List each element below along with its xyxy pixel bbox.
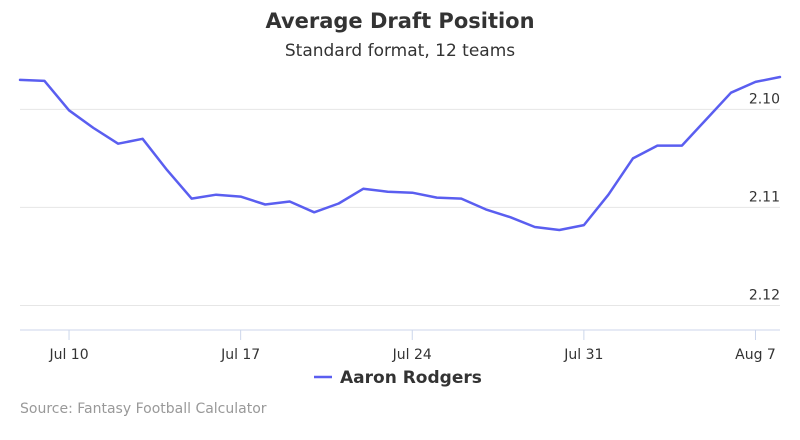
x-tick-label: Jul 31 [563, 347, 603, 363]
x-tick-label: Jul 10 [48, 347, 88, 363]
legend-label: Aaron Rodgers [340, 368, 482, 388]
y-tick-label: 2.12 [749, 287, 780, 303]
x-tick-label: Jul 24 [392, 347, 432, 363]
chart-title: Average Draft Position [265, 9, 535, 33]
source-credit: Source: Fantasy Football Calculator [20, 401, 267, 417]
chart-subtitle: Standard format, 12 teams [284, 41, 516, 61]
y-tick-label: 2.10 [749, 91, 780, 107]
series-line-aaron-rodgers [18, 75, 782, 232]
x-tick-label: Aug 7 [735, 347, 776, 363]
x-tick-label: Jul 17 [220, 347, 260, 363]
y-tick-label: 2.11 [749, 189, 780, 205]
